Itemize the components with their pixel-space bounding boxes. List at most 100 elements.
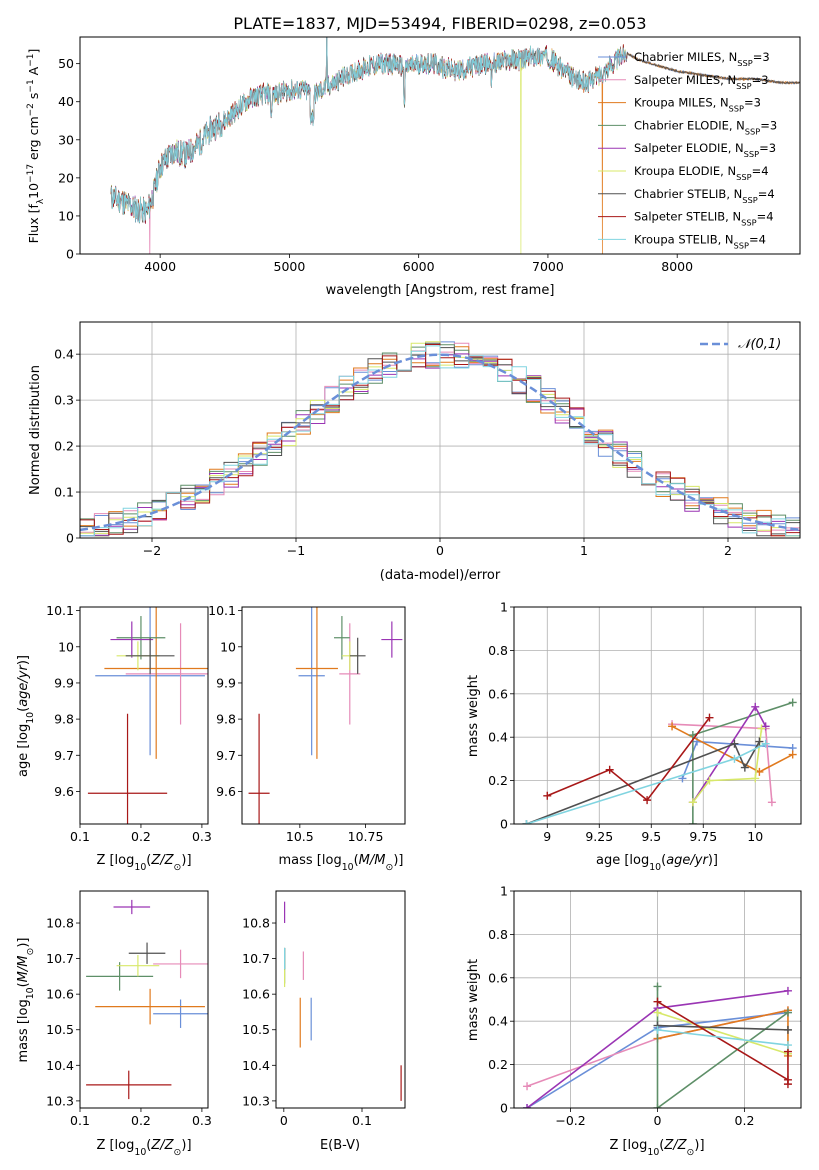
marker-salpeter-stelib xyxy=(643,796,652,805)
y-tick-label: 20 xyxy=(58,170,74,185)
marker-salpeter-stelib xyxy=(543,791,552,800)
legend-label-kroupa-miles: Kroupa MILES, NSSP=3 xyxy=(634,96,761,114)
marker-chabrier-elodie xyxy=(783,1008,792,1017)
marker-kroupa-elodie xyxy=(705,776,714,785)
y-tick-label: 0 xyxy=(500,817,508,832)
x-tick-label: 7000 xyxy=(532,259,564,274)
legend-item-chabrier-miles: Chabrier MILES, NSSP=3 xyxy=(598,50,770,68)
marker-kroupa-stelib xyxy=(761,739,770,748)
y-tick-label: 0.2 xyxy=(488,1057,508,1072)
y-tick-label: 10.8 xyxy=(242,916,270,931)
y-tick-label: 10.5 xyxy=(242,1022,270,1037)
marker-chabrier-stelib xyxy=(740,763,749,772)
x-tick-label: 0.1 xyxy=(352,1113,372,1128)
y-tick-label: 10.7 xyxy=(242,951,270,966)
y-tick-label: 10.7 xyxy=(46,951,74,966)
marker-chabrier-elodie xyxy=(788,698,797,707)
x-tick-label: 0.2 xyxy=(131,1113,151,1128)
marker-salpeter-elodie xyxy=(523,1104,532,1108)
y-axis-label: mass weight xyxy=(466,675,481,757)
y-tick-label: 9.9 xyxy=(216,675,236,690)
series-line-kroupa-stelib xyxy=(657,1029,789,1046)
y-tick-label: 9.8 xyxy=(216,712,236,727)
errorbar-salpeter-miles xyxy=(339,623,361,725)
marker-chabrier-elodie xyxy=(688,820,697,824)
legend-item-chabrier-stelib: Chabrier STELIB, NSSP=4 xyxy=(598,187,775,205)
y-tick-label: 10 xyxy=(220,639,236,654)
errorbar-salpeter-stelib xyxy=(87,713,168,824)
x-axis-label: E(B-V) xyxy=(320,1138,360,1153)
marker-salpeter-elodie xyxy=(751,702,760,711)
x-tick-label: 0.2 xyxy=(735,1113,755,1128)
errorbar-chabrier-miles xyxy=(298,607,325,756)
x-tick-label: 0.1 xyxy=(70,829,90,844)
y-tick-label: 0.6 xyxy=(488,686,508,701)
y-tick-label: 0.3 xyxy=(54,393,74,408)
legend: 𝒩(0,1) xyxy=(700,337,781,352)
errorbar-kroupa-elodie xyxy=(116,955,160,977)
errorbar-chabrier-stelib xyxy=(128,942,166,964)
y-tick-label: 0.6 xyxy=(488,970,508,985)
panel-weight_vs_age: 9 9.25 9.5 9.75 10 0 0.2 0.4 0.6 0.8 1 age [log10(a… xyxy=(466,600,802,873)
marker-salpeter-elodie xyxy=(761,722,770,731)
axes-frame xyxy=(79,606,209,825)
x-axis-label: mass [log10(M/M⊙)] xyxy=(279,853,404,873)
errorbar-salpeter-elodie xyxy=(381,621,403,658)
x-tick-label: 0 xyxy=(654,1113,662,1128)
panel-residuals: −2 −1 0 1 2 0 0.1 0.2 0.3 0.4 (data-model)/error No… xyxy=(28,321,801,583)
legend-label-chabrier-stelib: Chabrier STELIB, NSSP=4 xyxy=(634,187,775,205)
marker-chabrier-elodie xyxy=(653,982,662,991)
x-tick-label: 8000 xyxy=(661,259,693,274)
y-tick-label: 0.8 xyxy=(488,927,508,942)
x-tick-label: 0 xyxy=(280,1113,288,1128)
series-line-kroupa-miles xyxy=(671,725,794,773)
figure-title: PLATE=1837, MJD=53494, FIBERID=0298, z=0… xyxy=(233,14,646,33)
errorbar-kroupa-miles xyxy=(295,607,338,759)
y-axis-label: mass [log10(M/M⊙)] xyxy=(16,938,36,1063)
errorbar-salpeter-stelib xyxy=(248,713,270,824)
axes-frame xyxy=(241,606,406,825)
x-tick-label: 6000 xyxy=(403,259,435,274)
errorbar-chabrier-stelib xyxy=(125,637,175,674)
marker-kroupa-elodie xyxy=(757,724,766,733)
marker-salpeter-miles xyxy=(523,1082,532,1091)
y-tick-label: 9.9 xyxy=(54,675,74,690)
x-axis-label: Z [log10(Z/Z⊙)] xyxy=(609,1138,704,1158)
panel-weight_vs_Z: −0.2 0 0.2 0 0.2 0.4 0.6 0.8 1 Z [log10(Z/Z⊙)] mas… xyxy=(466,884,802,1158)
plot-area xyxy=(522,698,797,824)
axes-frame xyxy=(513,606,802,825)
x-tick-label: 4000 xyxy=(144,259,176,274)
errorbar-salpeter-elodie xyxy=(110,621,154,658)
x-tick-label: −2 xyxy=(143,543,161,558)
series-line-salpeter-stelib xyxy=(546,717,711,802)
y-tick-label: 10.4 xyxy=(242,1058,270,1073)
y-tick-label: 0.4 xyxy=(54,347,74,362)
plot-area xyxy=(523,982,792,1108)
y-axis-label: age [log10(age/yr)] xyxy=(16,655,36,777)
marker-salpeter-stelib xyxy=(783,1080,792,1089)
x-tick-label: −0.2 xyxy=(555,1113,585,1128)
x-tick-label: 0 xyxy=(436,543,444,558)
y-axis-label: Normed distribution xyxy=(28,365,43,495)
y-tick-label: 10 xyxy=(58,208,74,223)
legend-item-kroupa-miles: Kroupa MILES, NSSP=3 xyxy=(598,96,761,114)
plot-area xyxy=(284,901,402,1101)
x-tick-label: 10 xyxy=(747,829,763,844)
legend-label-salpeter-stelib: Salpeter STELIB, NSSP=4 xyxy=(634,210,774,228)
panel-age_vs_Z: 0.1 0.2 0.3 9.6 9.7 9.8 9.9 10 10.1 Z [log10(Z/Z⊙… xyxy=(16,603,212,873)
x-axis-label: Z [log10(Z/Z⊙)] xyxy=(96,853,191,873)
series-line-kroupa-elodie xyxy=(657,1011,789,1055)
y-tick-label: 10.5 xyxy=(46,1022,74,1037)
plot-area xyxy=(86,899,208,1100)
x-tick-label: 5000 xyxy=(274,259,306,274)
y-tick-label: 9.8 xyxy=(54,712,74,727)
legend-label-gaussian: 𝒩(0,1) xyxy=(738,337,781,352)
x-tick-label: 0.1 xyxy=(70,1113,90,1128)
x-tick-label: 2 xyxy=(724,543,732,558)
panel-spectrum: 4000 5000 6000 7000 8000 0 10 20 30 40 50 wavelengt… xyxy=(26,36,801,298)
errorbar-salpeter-elodie xyxy=(113,899,151,915)
legend-item-salpeter-stelib: Salpeter STELIB, NSSP=4 xyxy=(598,210,774,228)
legend: Chabrier MILES, NSSP=3 Salpeter MILES, NS… xyxy=(598,50,777,250)
series-line-kroupa-elodie xyxy=(692,728,763,803)
